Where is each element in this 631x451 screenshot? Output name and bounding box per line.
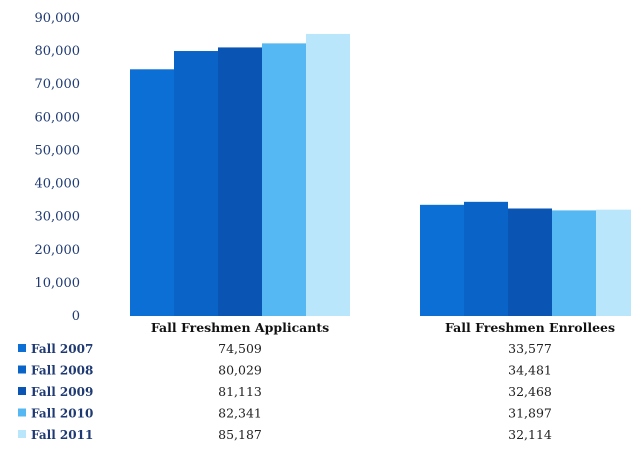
- legend-swatch: [18, 408, 26, 417]
- bar-fall-2007-enrollees: [420, 204, 464, 316]
- bar-fall-2010-enrollees: [552, 210, 596, 316]
- category-labels: Fall Freshmen Applicants Fall Freshmen En…: [151, 320, 615, 335]
- y-tick-label: 20,000: [35, 243, 81, 258]
- data-table: Fall 2007 74,509 33,577 Fall 2008 80,029 34,4…: [18, 341, 552, 442]
- legend-swatch: [18, 387, 26, 395]
- data-label: 31,897: [508, 406, 552, 421]
- y-tick-label: 80,000: [35, 44, 81, 59]
- category-label: Fall Freshmen Applicants: [151, 320, 329, 335]
- bar-fall-2009-applicants: [218, 47, 262, 317]
- legend-entry: Fall 2010: [31, 407, 93, 421]
- legend-swatch: [18, 365, 26, 374]
- data-label: 80,029: [218, 363, 262, 378]
- category-label: Fall Freshmen Enrollees: [445, 320, 615, 335]
- y-tick-label: 70,000: [35, 77, 81, 92]
- y-tick-label: 30,000: [35, 210, 81, 225]
- bar-fall-2009-enrollees: [508, 208, 552, 316]
- bar-fall-2007-applicants: [130, 69, 174, 316]
- data-label: 32,468: [508, 384, 552, 399]
- y-tick-label: 0: [72, 309, 80, 324]
- legend-entry: Fall 2009: [31, 385, 93, 399]
- y-tick-label: 40,000: [35, 177, 81, 192]
- bar-fall-2008-enrollees: [464, 201, 508, 316]
- legend-swatch: [18, 344, 26, 352]
- bar-fall-2011-enrollees: [596, 209, 631, 316]
- plot-area: [130, 33, 631, 317]
- data-label: 85,187: [218, 427, 262, 442]
- legend-entry: Fall 2008: [31, 364, 93, 378]
- bar-fall-2010-applicants: [262, 43, 306, 316]
- y-tick-label: 60,000: [35, 110, 81, 125]
- data-label: 81,113: [218, 384, 262, 399]
- y-axis: 0 10,000 20,000 30,000 40,000 50,000 60,000 70,…: [35, 11, 81, 324]
- y-tick-label: 50,000: [35, 143, 81, 158]
- y-tick-label: 90,000: [35, 11, 81, 26]
- data-label: 34,481: [508, 363, 552, 378]
- bar-fall-2008-applicants: [174, 51, 218, 317]
- data-label: 82,341: [218, 406, 262, 421]
- legend-entry: Fall 2007: [31, 342, 93, 356]
- legend-entry: Fall 2011: [31, 428, 93, 442]
- data-label: 33,577: [508, 341, 552, 356]
- data-label: 74,509: [218, 341, 262, 356]
- legend-swatch: [18, 430, 26, 438]
- y-tick-label: 10,000: [35, 276, 81, 291]
- data-label: 32,114: [508, 427, 552, 442]
- bar-fall-2011-applicants: [306, 33, 350, 317]
